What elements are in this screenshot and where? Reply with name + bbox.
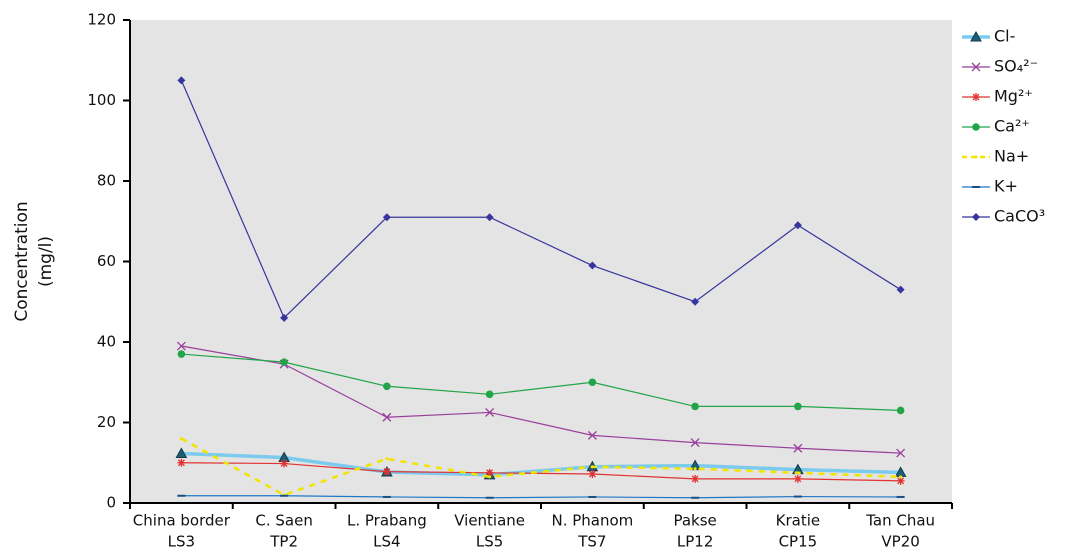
marker — [280, 459, 289, 468]
marker — [974, 155, 978, 159]
y-axis-label: Concentration — [12, 201, 32, 321]
marker — [485, 213, 494, 222]
marker — [793, 474, 802, 483]
x-tick-label: Pakse — [673, 512, 716, 530]
marker — [972, 123, 980, 131]
series-line — [181, 451, 901, 477]
marker — [590, 465, 594, 469]
marker — [485, 407, 495, 417]
legend-label: CaCO³ — [994, 207, 1045, 226]
y-tick-label: 60 — [97, 252, 116, 270]
marker — [588, 261, 597, 270]
marker — [175, 447, 188, 458]
x-tick-label: C. Saen — [255, 512, 312, 530]
legend-label: K+ — [994, 177, 1018, 196]
x-tick-label: LS5 — [476, 533, 503, 551]
x-tick-label: L. Prabang — [347, 512, 427, 530]
marker — [588, 378, 597, 387]
x-tick-label: Tan Chau — [865, 512, 935, 530]
marker — [382, 467, 391, 476]
marker — [179, 437, 183, 441]
series-line — [181, 462, 901, 482]
legend-label: Mg²⁺ — [994, 87, 1033, 106]
x-tick-label: Vientiane — [454, 512, 525, 530]
legend-label: Ca²⁺ — [994, 117, 1030, 136]
y-tick-label: 100 — [87, 91, 116, 109]
x-tick-label: China border — [133, 512, 231, 530]
x-tick-label: LS3 — [168, 533, 195, 551]
legend-label: Cl- — [994, 27, 1015, 46]
y-tick-label: 20 — [97, 413, 116, 431]
marker — [899, 475, 903, 479]
marker — [972, 93, 980, 101]
marker — [382, 213, 391, 222]
marker — [177, 350, 186, 358]
marker — [485, 390, 494, 399]
series-line — [181, 495, 901, 499]
marker — [691, 297, 700, 306]
marker — [796, 471, 800, 475]
marker — [176, 341, 186, 351]
x-tick-label: CP15 — [779, 533, 818, 551]
y-tick-label: 0 — [106, 494, 116, 512]
marker — [280, 358, 288, 366]
marker — [177, 458, 186, 467]
marker — [693, 467, 697, 471]
marker — [896, 406, 905, 415]
marker — [691, 474, 700, 483]
marker — [793, 443, 803, 453]
marker — [691, 402, 699, 411]
marker — [896, 448, 906, 458]
marker — [280, 313, 289, 322]
y-tick-label: 40 — [97, 333, 116, 351]
marker — [690, 438, 700, 448]
series-line — [180, 437, 901, 497]
series-line — [181, 353, 901, 412]
marker — [385, 457, 389, 461]
marker — [485, 468, 494, 477]
marker — [382, 412, 392, 422]
marker — [177, 76, 186, 85]
marker — [793, 221, 802, 230]
marker — [896, 285, 905, 294]
marker — [896, 476, 905, 485]
legend-label: SO₄²⁻ — [994, 57, 1038, 76]
y-tick-label: 80 — [97, 172, 116, 190]
marker — [794, 402, 802, 411]
x-tick-label: TS7 — [577, 533, 606, 551]
marker — [970, 30, 982, 42]
series-line — [180, 80, 901, 319]
marker — [588, 470, 597, 479]
marker — [587, 430, 597, 440]
x-tick-label: LP12 — [677, 533, 714, 551]
x-tick-label: N. Phanom — [551, 512, 633, 530]
series-line — [181, 345, 901, 454]
plot-area — [130, 20, 952, 503]
y-tick-label: 120 — [87, 11, 116, 29]
marker — [971, 62, 981, 72]
x-tick-label: LS4 — [373, 533, 400, 551]
x-tick-label: VP20 — [881, 533, 919, 551]
marker — [383, 382, 391, 391]
x-tick-label: Kratie — [776, 512, 820, 530]
x-tick-label: TP2 — [269, 533, 298, 551]
legend-label: Na+ — [994, 147, 1029, 166]
y-axis-label: (mg/l) — [36, 236, 56, 287]
marker — [488, 475, 492, 479]
marker — [972, 213, 980, 221]
